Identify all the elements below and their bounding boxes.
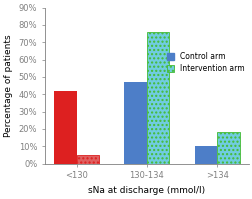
Bar: [194, 146, 216, 164]
Legend: Control arm, Intervention arm: Control arm, Intervention arm: [166, 52, 244, 73]
Bar: [76, 155, 99, 164]
Bar: [146, 32, 169, 164]
Bar: [124, 82, 146, 164]
X-axis label: sNa at discharge (mmol/l): sNa at discharge (mmol/l): [88, 186, 205, 195]
Bar: [54, 91, 76, 164]
Bar: [216, 133, 239, 164]
Y-axis label: Percentage of patients: Percentage of patients: [4, 34, 13, 137]
